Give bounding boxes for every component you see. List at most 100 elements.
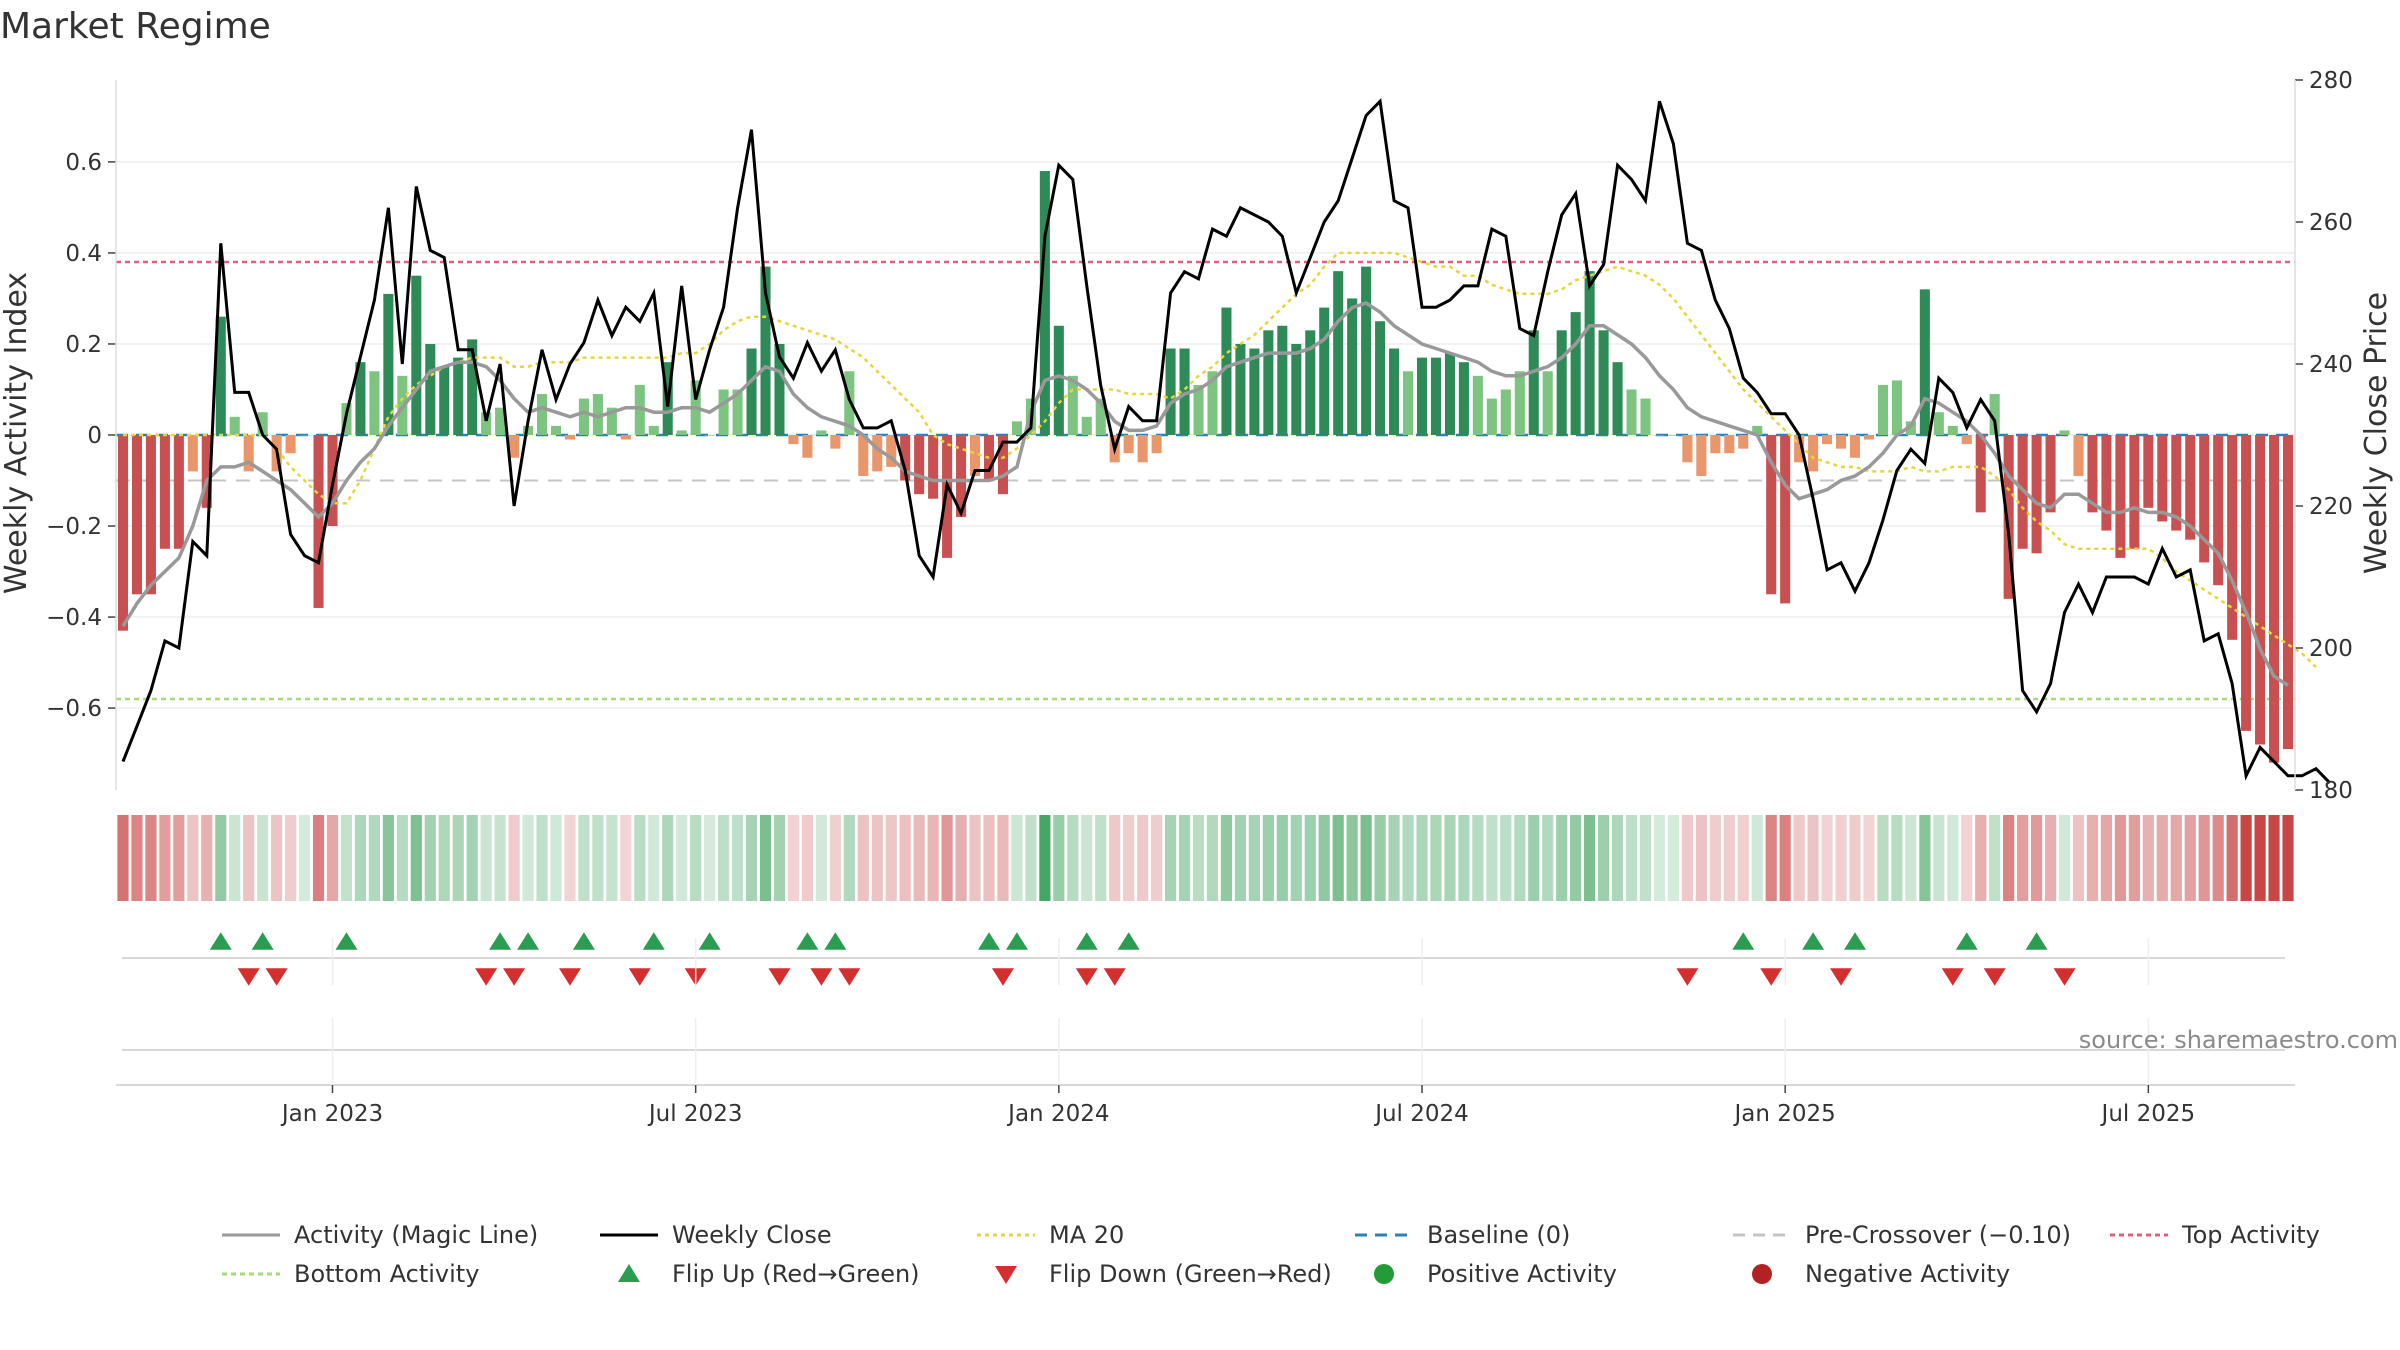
heat-cell	[1039, 815, 1051, 901]
activity-bar	[2185, 435, 2196, 540]
heat-cell	[843, 815, 855, 901]
heat-cell	[2282, 815, 2294, 901]
heat-cell	[731, 815, 744, 901]
heat-cell	[2044, 815, 2057, 901]
activity-bar	[1891, 380, 1902, 435]
activity-bar	[1640, 398, 1651, 435]
heat-cell	[857, 815, 869, 901]
activity-bar	[1389, 348, 1400, 435]
activity-bar	[732, 389, 743, 435]
activity-bar	[467, 339, 478, 435]
activity-bar	[1612, 362, 1623, 435]
heat-cell	[1137, 815, 1149, 901]
series-lines	[121, 98, 2331, 784]
activity-bar	[1067, 375, 1078, 435]
legend-label: Weekly Close	[672, 1221, 832, 1249]
activity-bar	[243, 435, 254, 472]
activity-bar	[1375, 321, 1386, 435]
activity-bar	[1319, 307, 1330, 435]
heat-cell	[1514, 815, 1526, 901]
activity-bar	[1710, 435, 1721, 454]
heat-cell	[634, 815, 646, 901]
activity-bar	[131, 435, 142, 595]
activity-bar	[1221, 307, 1232, 435]
flip-up-marker	[1075, 932, 1098, 950]
heat-cell	[382, 815, 394, 901]
activity-bar	[229, 416, 240, 435]
activity-bar	[1458, 362, 1469, 435]
activity-bar	[564, 435, 575, 440]
activity-bar	[1919, 289, 1930, 435]
activity-bar	[592, 394, 603, 435]
heat-cell	[983, 815, 995, 901]
heat-cell	[1318, 815, 1330, 901]
activity-bar	[411, 275, 422, 435]
flip-up-marker	[824, 932, 847, 950]
flip-up-marker	[1844, 932, 1867, 950]
right-tick-label: 200	[2309, 636, 2353, 662]
heat-cell	[1458, 815, 1470, 901]
legend-label: Activity (Magic Line)	[294, 1221, 538, 1249]
heat-cell	[312, 815, 325, 901]
heat-cell	[1597, 815, 1610, 901]
heat-cell	[1528, 815, 1540, 901]
legend-flip-down-icon	[995, 1266, 1017, 1284]
activity-bar	[1361, 266, 1372, 435]
flip-down-marker	[558, 968, 581, 986]
chart-title: Market Regime	[0, 6, 271, 47]
heat-cell	[1807, 815, 1819, 901]
x-tick-label: Jul 2023	[647, 1101, 743, 1127]
flip-up-marker	[977, 932, 1000, 950]
heat-cell	[2184, 815, 2196, 901]
activity-bar	[788, 435, 799, 445]
activity-bar	[1696, 435, 1707, 476]
activity-bar	[187, 435, 198, 472]
source-label: source: sharemaestro.com	[2079, 1026, 2398, 1054]
heat-cell	[522, 815, 534, 901]
heat-cell	[690, 815, 702, 901]
activity-bar	[914, 435, 925, 495]
x-tick-label: Jan 2023	[280, 1101, 383, 1127]
heat-cell	[885, 815, 897, 901]
heat-cell	[2254, 815, 2266, 901]
heat-cell	[745, 815, 758, 901]
activity-bar	[1961, 435, 1972, 445]
activity-magic-line	[121, 301, 2289, 687]
activity-bar	[2255, 435, 2266, 745]
activity-bar	[536, 394, 548, 435]
flip-down-marker	[1760, 968, 1783, 986]
activity-bar	[1542, 371, 1553, 435]
activity-bar	[578, 398, 589, 435]
heat-cell	[1248, 815, 1260, 901]
heat-cell	[2114, 815, 2126, 901]
heat-cell	[2268, 815, 2280, 901]
heat-cell	[1723, 815, 1735, 901]
flip-up-marker	[1802, 932, 1825, 950]
activity-bar	[1682, 435, 1693, 463]
activity-bar	[872, 435, 883, 472]
activity-bar	[1752, 425, 1763, 435]
activity-bar	[1416, 357, 1428, 435]
heat-cell	[452, 815, 464, 901]
heat-cell	[354, 815, 367, 901]
heat-cell	[1346, 815, 1358, 901]
activity-bar	[1947, 425, 1958, 435]
activity-bar	[620, 435, 631, 440]
flip-down-marker	[475, 968, 498, 986]
heat-cell	[1178, 815, 1191, 901]
flip-down-marker	[628, 968, 651, 986]
activity-bar	[1822, 435, 1833, 445]
activity-bar	[495, 407, 506, 435]
activity-bar	[1863, 435, 1875, 440]
flip-down-marker	[1676, 968, 1699, 986]
legend-item: Bottom Activity	[222, 1260, 479, 1288]
legend-label: Positive Activity	[1427, 1260, 1617, 1288]
activity-bar	[1933, 412, 1944, 435]
legend-dot-icon	[1374, 1264, 1394, 1284]
heat-cell	[508, 815, 520, 901]
activity-heat-strip	[117, 815, 2294, 901]
activity-bar	[369, 371, 380, 435]
activity-bar	[2171, 435, 2182, 531]
activity-bar	[900, 435, 911, 481]
flip-up-marker	[251, 932, 274, 950]
